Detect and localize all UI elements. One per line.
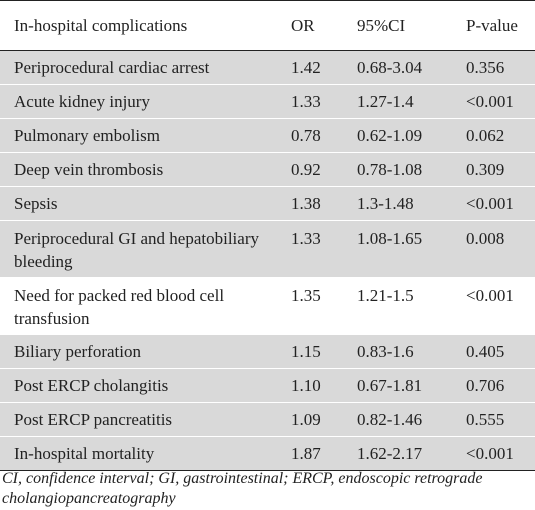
table-row: Periprocedural cardiac arrest 1.42 0.68-… xyxy=(0,50,535,85)
cell-p-value: <0.001 xyxy=(456,186,535,221)
cell-p-value: <0.001 xyxy=(456,436,535,471)
cell-p-value: <0.001 xyxy=(456,277,535,335)
cell-ci: 1.08-1.65 xyxy=(347,220,456,278)
cell-p-value: <0.001 xyxy=(456,84,535,119)
cell-p-value: 0.706 xyxy=(456,368,535,403)
cell-or: 0.92 xyxy=(279,152,347,187)
cell-ci: 0.83-1.6 xyxy=(347,334,456,369)
cell-or: 1.87 xyxy=(279,436,347,471)
table-row: Post ERCP cholangitis 1.10 0.67-1.81 0.7… xyxy=(0,368,535,403)
cell-ci: 0.78-1.08 xyxy=(347,152,456,187)
cell-or: 1.42 xyxy=(279,50,347,85)
table-header-row: In-hospital complications OR 95%CI P-val… xyxy=(0,0,535,51)
cell-p-value: 0.405 xyxy=(456,334,535,369)
cell-ci: 1.3-1.48 xyxy=(347,186,456,221)
cell-ci: 1.27-1.4 xyxy=(347,84,456,119)
cell-or: 1.33 xyxy=(279,220,347,278)
header-complication: In-hospital complications xyxy=(0,0,279,51)
cell-or: 1.09 xyxy=(279,402,347,437)
cell-p-value: 0.309 xyxy=(456,152,535,187)
cell-complication: Post ERCP pancreatitis xyxy=(0,402,279,437)
table-row: Periprocedural GI and hepatobiliary blee… xyxy=(0,220,535,278)
cell-complication: Sepsis xyxy=(0,186,279,221)
cell-ci: 0.68-3.04 xyxy=(347,50,456,85)
complications-table: In-hospital complications OR 95%CI P-val… xyxy=(0,0,535,471)
cell-p-value: 0.008 xyxy=(456,220,535,278)
table-row: Acute kidney injury 1.33 1.27-1.4 <0.001 xyxy=(0,84,535,119)
cell-complication: Periprocedural cardiac arrest xyxy=(0,50,279,85)
header-ci: 95%CI xyxy=(347,0,456,51)
table-footnote: CI, confidence interval; GI, gastrointes… xyxy=(2,470,483,507)
cell-or: 1.15 xyxy=(279,334,347,369)
cell-ci: 0.67-1.81 xyxy=(347,368,456,403)
cell-p-value: 0.555 xyxy=(456,402,535,437)
cell-complication: Periprocedural GI and hepatobiliary blee… xyxy=(0,220,279,278)
cell-p-value: 0.356 xyxy=(456,50,535,85)
table-row: In-hospital mortality 1.87 1.62-2.17 <0.… xyxy=(0,436,535,471)
cell-ci: 0.82-1.46 xyxy=(347,402,456,437)
cell-complication: In-hospital mortality xyxy=(0,436,279,471)
cell-complication: Pulmonary embolism xyxy=(0,118,279,153)
complications-table-container: In-hospital complications OR 95%CI P-val… xyxy=(0,0,535,471)
header-or: OR xyxy=(279,0,347,51)
header-p-value: P-value xyxy=(456,0,535,51)
cell-complication: Post ERCP cholangitis xyxy=(0,368,279,403)
cell-ci: 0.62-1.09 xyxy=(347,118,456,153)
cell-or: 0.78 xyxy=(279,118,347,153)
cell-or: 1.35 xyxy=(279,277,347,335)
table-row: Pulmonary embolism 0.78 0.62-1.09 0.062 xyxy=(0,118,535,153)
table-row: Need for packed red blood cell transfusi… xyxy=(0,277,535,335)
cell-complication: Deep vein thrombosis xyxy=(0,152,279,187)
cell-complication: Biliary perforation xyxy=(0,334,279,369)
cell-complication: Need for packed red blood cell transfusi… xyxy=(0,277,279,335)
cell-complication: Acute kidney injury xyxy=(0,84,279,119)
cell-or: 1.38 xyxy=(279,186,347,221)
cell-or: 1.10 xyxy=(279,368,347,403)
cell-or: 1.33 xyxy=(279,84,347,119)
table-row: Deep vein thrombosis 0.92 0.78-1.08 0.30… xyxy=(0,152,535,187)
cell-ci: 1.62-2.17 xyxy=(347,436,456,471)
table-row: Biliary perforation 1.15 0.83-1.6 0.405 xyxy=(0,334,535,369)
table-row: Sepsis 1.38 1.3-1.48 <0.001 xyxy=(0,186,535,221)
cell-ci: 1.21-1.5 xyxy=(347,277,456,335)
table-row: Post ERCP pancreatitis 1.09 0.82-1.46 0.… xyxy=(0,402,535,437)
cell-p-value: 0.062 xyxy=(456,118,535,153)
